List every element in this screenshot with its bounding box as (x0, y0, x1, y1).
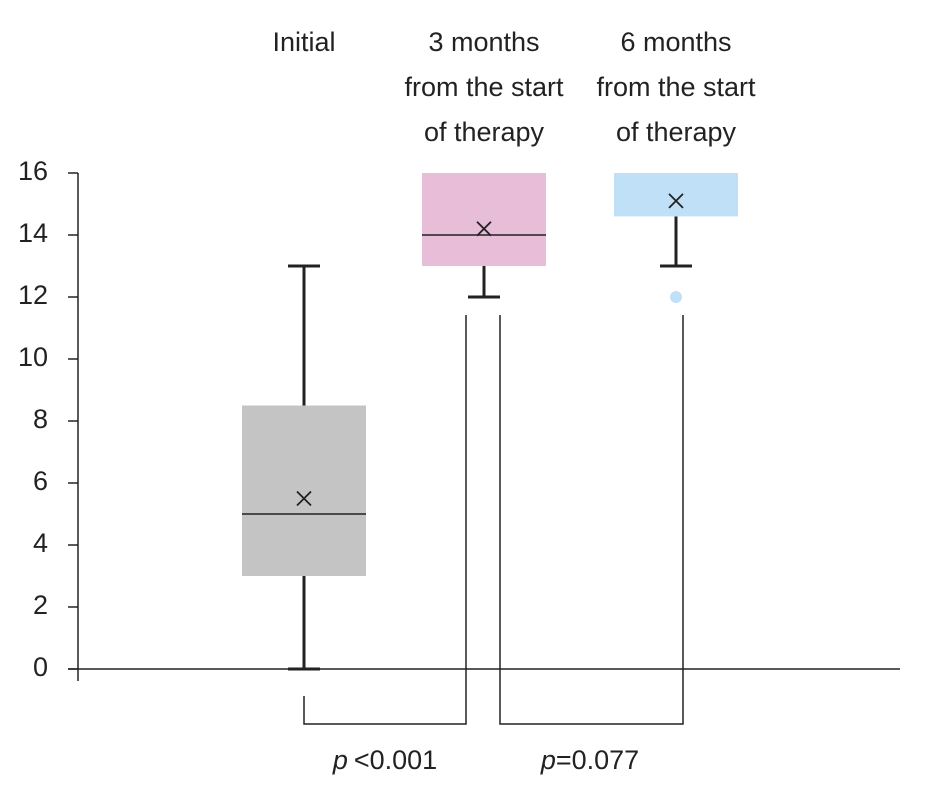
outlier (670, 291, 682, 303)
mean-marker (296, 490, 312, 507)
p-value: =0.077 (556, 745, 639, 775)
category-label: 6 months from the start of therapy (596, 27, 756, 147)
p-symbol: p (540, 745, 556, 775)
p-value-label: p <0.001 (332, 745, 437, 775)
p-value-label: p=0.077 (540, 745, 639, 775)
box (614, 173, 738, 217)
y-tick-label: 0 (33, 652, 48, 682)
y-tick-label: 6 (33, 466, 48, 496)
category-label: 3 months from the start of therapy (404, 27, 564, 147)
category-label: Initial (272, 27, 336, 57)
bracket (303, 315, 467, 725)
mean-marker (668, 193, 684, 209)
bracket (499, 315, 684, 725)
box (422, 173, 546, 266)
y-tick-label: 8 (33, 404, 48, 434)
y-tick-label: 12 (18, 280, 48, 310)
y-tick-label: 2 (33, 590, 48, 620)
box (242, 405, 366, 576)
p-value: <0.001 (354, 745, 437, 775)
mean-marker (476, 221, 492, 237)
y-tick-label: 14 (18, 218, 48, 248)
y-tick-label: 4 (33, 528, 48, 558)
y-tick-label: 16 (18, 156, 48, 186)
y-tick-label: 10 (18, 342, 48, 372)
p-symbol: p (332, 745, 348, 775)
